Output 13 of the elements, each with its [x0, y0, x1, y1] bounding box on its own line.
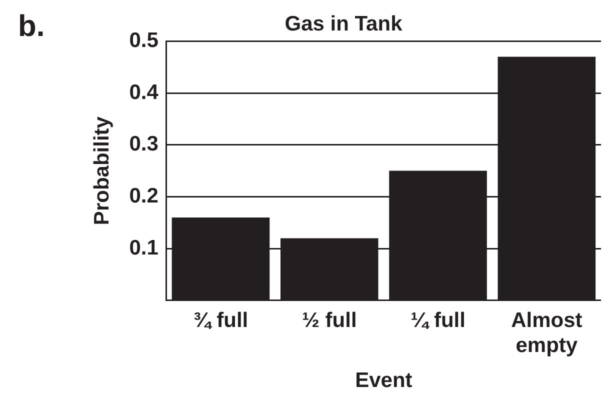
y-tick-label: 0.1 [129, 236, 159, 260]
y-tick-label: 0.5 [129, 28, 159, 52]
y-tick-label: 0.2 [129, 184, 158, 208]
x-tick-label: ½ full [302, 308, 357, 332]
chart-title: Gas in Tank [284, 12, 403, 36]
x-tick-label: ¾ full [193, 308, 248, 332]
text: b. [18, 10, 45, 44]
x-axis-title: Event [355, 369, 412, 392]
y-axis-title: Probability [90, 116, 114, 226]
y-tick-label: 0.3 [129, 132, 158, 156]
y-tick-label: 0.4 [129, 80, 159, 104]
x-tick-label: Almost empty [511, 308, 582, 357]
x-tick-label: ¼ full [410, 308, 466, 332]
